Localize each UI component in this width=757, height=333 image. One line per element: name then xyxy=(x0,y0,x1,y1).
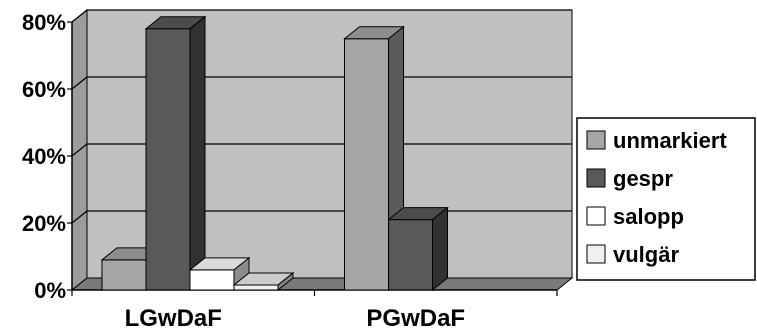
x-axis-category-labels: LGwDaF PGwDaF xyxy=(125,305,466,332)
gridline-side xyxy=(71,76,88,90)
y-tick-label: 40% xyxy=(22,144,66,169)
bar-vulgr-lgwdaf xyxy=(232,271,295,292)
bar-front xyxy=(388,219,433,291)
bar-gespr-pgwdaf xyxy=(387,206,449,292)
x-category-label: LGwDaF xyxy=(125,305,222,332)
gridline-side xyxy=(71,210,88,224)
bar-side xyxy=(277,271,294,292)
bar-unmarkiert-pgwdaf xyxy=(343,25,405,292)
bar-front xyxy=(145,28,191,291)
gridline-side xyxy=(71,143,88,157)
bar-gespr-lgwdaf xyxy=(144,15,207,292)
bar-front xyxy=(233,284,279,291)
y-axis-tick-labels: 0% 20% 40% 60% 80% xyxy=(22,10,66,303)
legend-label: gespr xyxy=(613,166,673,191)
y-tick-label: 60% xyxy=(22,77,66,102)
legend: unmarkiert gespr salopp vulgär xyxy=(576,117,756,281)
bar-front xyxy=(101,259,147,291)
legend-swatch xyxy=(586,244,606,264)
legend-swatch xyxy=(586,168,606,188)
legend-swatch xyxy=(586,130,606,150)
legend-label: salopp xyxy=(613,204,684,229)
bar-front xyxy=(189,269,235,291)
y-tick-label: 80% xyxy=(22,10,66,35)
bars xyxy=(100,15,449,292)
bar-side xyxy=(432,206,448,292)
bar-side xyxy=(189,15,206,292)
x-category-label: PGwDaF xyxy=(366,305,465,332)
legend-box xyxy=(576,117,756,281)
legend-swatch xyxy=(586,206,606,226)
gridline-side xyxy=(71,9,88,23)
y-tick-label: 0% xyxy=(34,278,66,303)
legend-label: unmarkiert xyxy=(613,128,727,153)
legend-label: vulgär xyxy=(613,242,679,267)
bar-front xyxy=(344,38,389,291)
y-tick-label: 20% xyxy=(22,211,66,236)
